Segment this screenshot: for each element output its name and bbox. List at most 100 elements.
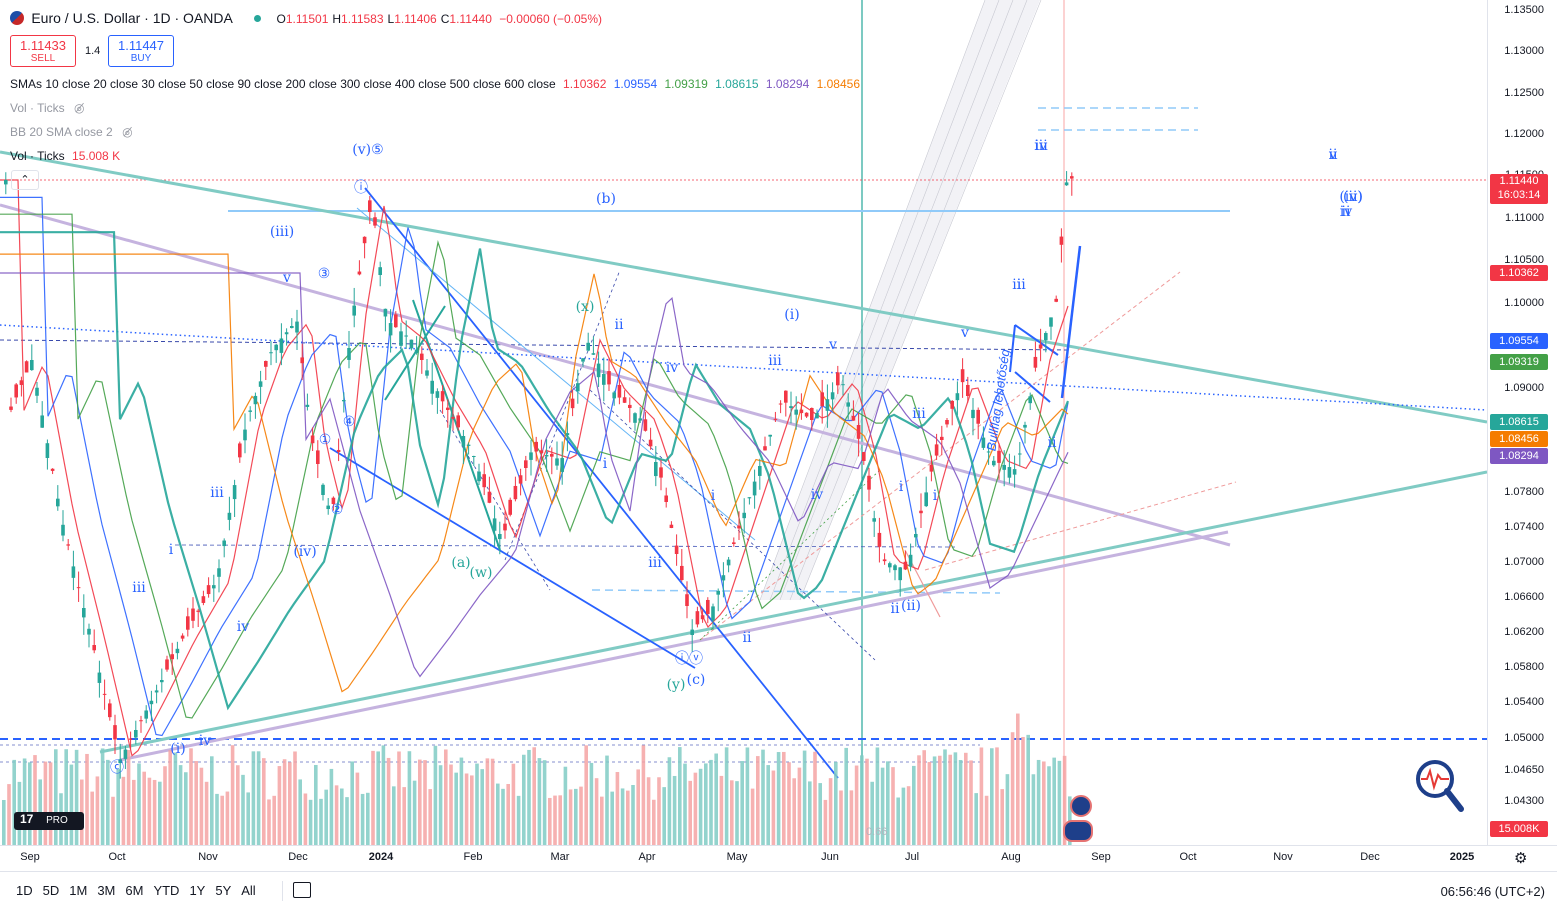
buy-button[interactable]: 1.11447 BUY <box>108 35 174 67</box>
wave-label: v <box>1329 147 1337 163</box>
volume-bar <box>158 781 162 845</box>
alert-icon[interactable] <box>1063 820 1093 842</box>
time-axis[interactable]: ⚙ Sep Oct Nov Dec 2024 Feb Mar Apr May Jun Jul Aug S… <box>0 845 1557 871</box>
flag-line <box>1014 371 1051 403</box>
candle-body <box>758 466 762 476</box>
wave-label: ④ <box>342 414 356 430</box>
candle-body <box>872 518 876 522</box>
volume-bar <box>813 751 817 845</box>
channel-line <box>364 187 839 779</box>
volume-bar <box>1057 760 1062 845</box>
range-button-1d[interactable]: 1D <box>16 883 33 898</box>
time-tick: Nov <box>198 851 218 863</box>
tv-logo-icon: 17 <box>20 812 34 826</box>
candle-body <box>243 429 247 441</box>
range-button-6m[interactable]: 6M <box>125 883 144 898</box>
volume-bar <box>896 797 900 845</box>
volume-bar <box>574 788 578 845</box>
wave-label: (i) <box>784 307 800 323</box>
chart-pane[interactable]: Euro / U.S. Dollar · 1D · OANDA O1.11501… <box>0 0 1487 845</box>
volume-bar <box>376 751 380 845</box>
vol-hidden-legend[interactable]: Vol · Ticks ◎̸ <box>10 101 85 115</box>
volume-bar <box>865 758 869 845</box>
eye-off-icon[interactable]: ◎̸ <box>122 125 133 139</box>
candle-body <box>45 443 50 459</box>
wave-label: iii <box>912 406 926 422</box>
wave-label: (ii) <box>1343 189 1363 205</box>
volume-bar <box>938 755 942 845</box>
tradingview-logo[interactable]: 17 PRO <box>14 812 84 830</box>
volume-bar <box>594 778 599 845</box>
range-button-3m[interactable]: 3M <box>97 883 116 898</box>
market-status-dot-icon <box>254 15 262 22</box>
volume-bar <box>230 745 235 845</box>
volume-bar <box>579 786 583 845</box>
wave-label: v <box>829 337 837 353</box>
collapse-legend-button[interactable]: ⌃ <box>11 170 39 190</box>
volume-bar <box>48 762 53 845</box>
volume-bar <box>152 779 157 845</box>
range-button-5y[interactable]: 5Y <box>215 883 232 898</box>
volume-bar <box>438 765 443 845</box>
trend-line <box>0 150 1487 424</box>
time-tick: Dec <box>1360 851 1380 863</box>
candle-body <box>1049 317 1053 327</box>
volume-bar <box>1031 774 1036 845</box>
range-button-1y[interactable]: 1Y <box>189 883 206 898</box>
pitchfork-line <box>769 0 1000 601</box>
helper-line <box>924 481 1237 571</box>
volume-bar <box>1062 755 1067 845</box>
symbol-title[interactable]: Euro / U.S. Dollar · 1D · OANDA <box>31 10 233 26</box>
sell-button[interactable]: 1.11433 SELL <box>10 35 76 67</box>
sma-legend[interactable]: SMAs 10 close 20 close 30 close 50 close… <box>10 77 860 91</box>
alert-icon[interactable] <box>1070 795 1092 817</box>
candle-body <box>674 545 679 554</box>
range-button-5d[interactable]: 5D <box>42 883 60 898</box>
time-tick: 2024 <box>368 851 394 863</box>
wave-label: i <box>898 479 904 495</box>
range-button-1m[interactable]: 1M <box>69 883 88 898</box>
wave-label: iii <box>1034 138 1048 154</box>
volume-bar <box>428 789 432 845</box>
candle-body <box>24 361 29 373</box>
volume-bar <box>969 760 973 845</box>
pitchfork-line <box>759 0 986 601</box>
volume-bar <box>1000 789 1004 845</box>
buy-label: BUY <box>130 53 152 64</box>
volume-bar <box>589 762 594 845</box>
eye-off-icon[interactable]: ◎̸ <box>74 101 85 115</box>
time-tick: Apr <box>638 851 656 863</box>
zoom-pulse-icon[interactable] <box>1413 757 1465 813</box>
trend-line <box>99 470 1487 754</box>
volume-bar <box>901 787 906 845</box>
price-scale[interactable]: 1.135001.130001.125001.120001.115001.110… <box>1487 0 1557 845</box>
candle-body <box>628 404 632 408</box>
wave-label: (a) <box>451 555 471 571</box>
price-chart[interactable] <box>0 0 1487 845</box>
volume-bar <box>464 773 469 845</box>
volume-bar <box>241 774 245 845</box>
range-button-all[interactable]: All <box>241 883 256 898</box>
volume-bar <box>657 777 661 845</box>
volume-bar <box>1021 736 1025 845</box>
clock-display[interactable]: 06:56:46 (UTC+2) <box>1440 884 1545 899</box>
bb-hidden-legend[interactable]: BB 20 SMA close 2 ◎̸ <box>10 125 133 139</box>
wave-label: iii <box>648 555 662 571</box>
vol-legend[interactable]: Vol · Ticks 15.008 K <box>10 149 120 163</box>
candle-body <box>565 433 570 436</box>
volume-bar <box>298 779 302 845</box>
volume-bar <box>407 751 412 845</box>
pitchfork-line <box>789 0 1028 601</box>
candle-body <box>882 559 887 562</box>
range-button-ytd[interactable]: YTD <box>153 883 180 898</box>
candle-body <box>118 759 122 764</box>
calendar-range-icon[interactable] <box>293 882 311 898</box>
sma-value: 1.08294 <box>762 77 810 91</box>
volume-bar <box>454 772 458 845</box>
volume-bar <box>7 784 11 845</box>
candle-body <box>830 392 835 400</box>
volume-bar <box>875 747 880 845</box>
candle-body <box>524 460 528 468</box>
gear-icon[interactable]: ⚙ <box>1514 850 1528 867</box>
candle-body <box>680 565 684 580</box>
